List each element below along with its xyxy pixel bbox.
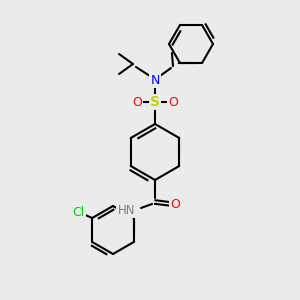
Text: S: S: [150, 95, 160, 109]
Text: O: O: [170, 197, 180, 211]
Text: HN: HN: [118, 203, 135, 217]
Text: O: O: [168, 95, 178, 109]
Text: O: O: [132, 95, 142, 109]
Text: Cl: Cl: [72, 206, 84, 220]
Text: N: N: [150, 74, 160, 86]
